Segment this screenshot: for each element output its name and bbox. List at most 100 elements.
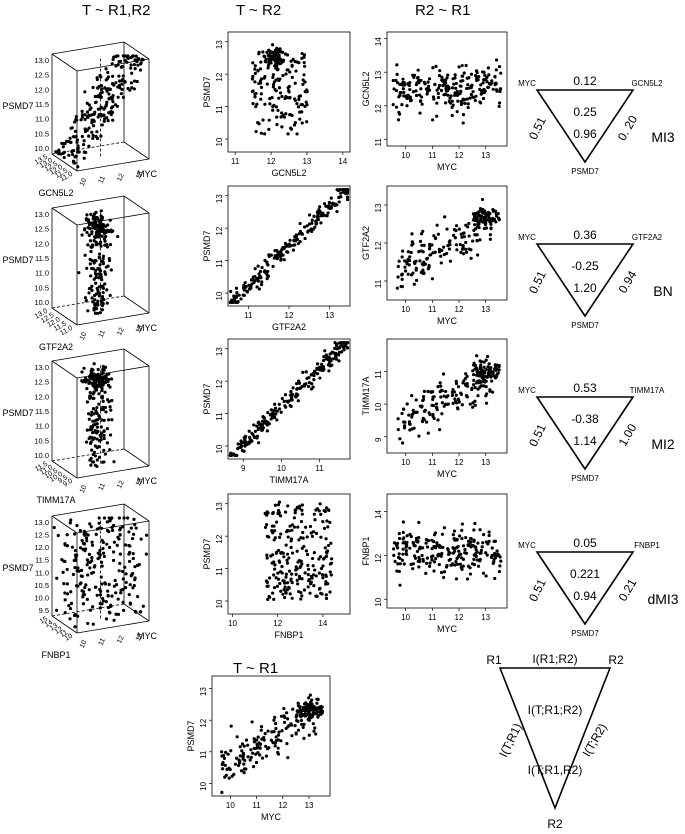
data-point <box>272 573 276 577</box>
data-point <box>299 386 303 390</box>
data-point <box>434 402 439 406</box>
data-point <box>443 81 448 85</box>
data-point <box>81 602 86 606</box>
data-point <box>103 282 107 286</box>
data-point <box>297 709 301 713</box>
x-tick-label: 12 <box>455 458 464 467</box>
data-point <box>420 243 424 247</box>
data-point <box>471 405 475 409</box>
data-point <box>80 379 84 383</box>
data-point <box>279 714 284 718</box>
data-point <box>335 343 339 348</box>
data-point <box>87 134 91 138</box>
data-point <box>456 91 460 96</box>
data-point <box>456 385 461 389</box>
data-point <box>466 544 471 548</box>
data-point <box>394 105 399 109</box>
data-point <box>100 372 104 376</box>
data-point <box>229 724 233 728</box>
data-point <box>417 520 421 525</box>
data-point <box>312 214 316 218</box>
data-point <box>304 370 308 374</box>
data-point <box>414 536 419 540</box>
data-point <box>118 561 122 566</box>
data-point <box>251 765 256 769</box>
data-point <box>480 545 484 549</box>
data-point <box>278 581 282 586</box>
data-point <box>491 216 495 220</box>
data-point <box>251 74 255 78</box>
data-point <box>284 112 288 116</box>
data-point <box>102 228 106 232</box>
measure-tag: BN <box>653 283 672 299</box>
data-point <box>451 233 456 237</box>
y-tick-label: 10 <box>215 444 224 453</box>
data-point <box>91 223 95 228</box>
x-tick-label: 11 <box>428 458 437 467</box>
x-tick-label: 14 <box>338 157 347 166</box>
data-point <box>408 87 412 92</box>
data-point <box>82 529 86 533</box>
data-point <box>448 557 453 561</box>
data-point <box>300 232 304 236</box>
data-point <box>263 732 267 736</box>
data-point <box>119 65 123 69</box>
data-point <box>409 250 413 255</box>
edge-value-right: 1.00 <box>616 421 640 449</box>
data-point <box>133 522 137 527</box>
corner-label-right: GTF2A2 <box>632 233 663 242</box>
data-point <box>400 277 404 281</box>
corner-label-right: FNBP1 <box>634 541 660 550</box>
data-point <box>439 254 443 258</box>
data-point <box>101 546 105 551</box>
data-point <box>290 113 294 118</box>
data-point <box>116 95 120 99</box>
data-point <box>298 117 302 121</box>
data-point <box>92 261 96 265</box>
data-point <box>101 399 105 403</box>
x-tick-label: 12 <box>285 311 294 320</box>
data-point <box>262 416 266 420</box>
data-point <box>314 574 318 578</box>
data-point <box>482 77 486 82</box>
data-point <box>490 390 495 394</box>
data-point <box>436 552 441 556</box>
data-point <box>88 608 93 612</box>
data-point <box>253 71 257 75</box>
data-point <box>113 103 118 107</box>
data-point <box>88 522 92 526</box>
data-point <box>60 141 64 145</box>
data-point <box>273 87 277 92</box>
data-point <box>79 581 83 585</box>
data-point <box>426 84 431 88</box>
data-point <box>302 588 307 592</box>
data-point <box>73 120 77 124</box>
data-point <box>295 386 300 391</box>
data-point <box>286 724 291 728</box>
edge-value-left: 0.51 <box>526 421 549 448</box>
data-point <box>93 454 98 458</box>
data-point <box>99 272 103 277</box>
cube-edge <box>51 503 125 517</box>
y-tick-label: 13 <box>215 502 224 511</box>
data-point <box>139 62 143 66</box>
data-point <box>326 543 331 548</box>
data-point <box>301 530 305 535</box>
data-point <box>111 57 115 62</box>
data-point <box>100 285 104 289</box>
data-point <box>267 53 271 57</box>
data-point <box>457 400 461 404</box>
data-point <box>306 585 310 589</box>
z-tick-label: 10.0 <box>34 451 49 460</box>
data-point <box>136 595 140 599</box>
data-point <box>398 90 402 95</box>
data-point <box>137 57 141 61</box>
data-point <box>61 570 65 574</box>
z-tick-label: 10.5 <box>34 581 49 590</box>
z-tick-label: 10.0 <box>34 144 49 153</box>
z-tick-label: 13.0 <box>34 363 49 372</box>
data-point <box>452 536 456 541</box>
cube-edge <box>51 615 78 634</box>
data-point <box>471 90 475 94</box>
data-point <box>100 418 104 422</box>
